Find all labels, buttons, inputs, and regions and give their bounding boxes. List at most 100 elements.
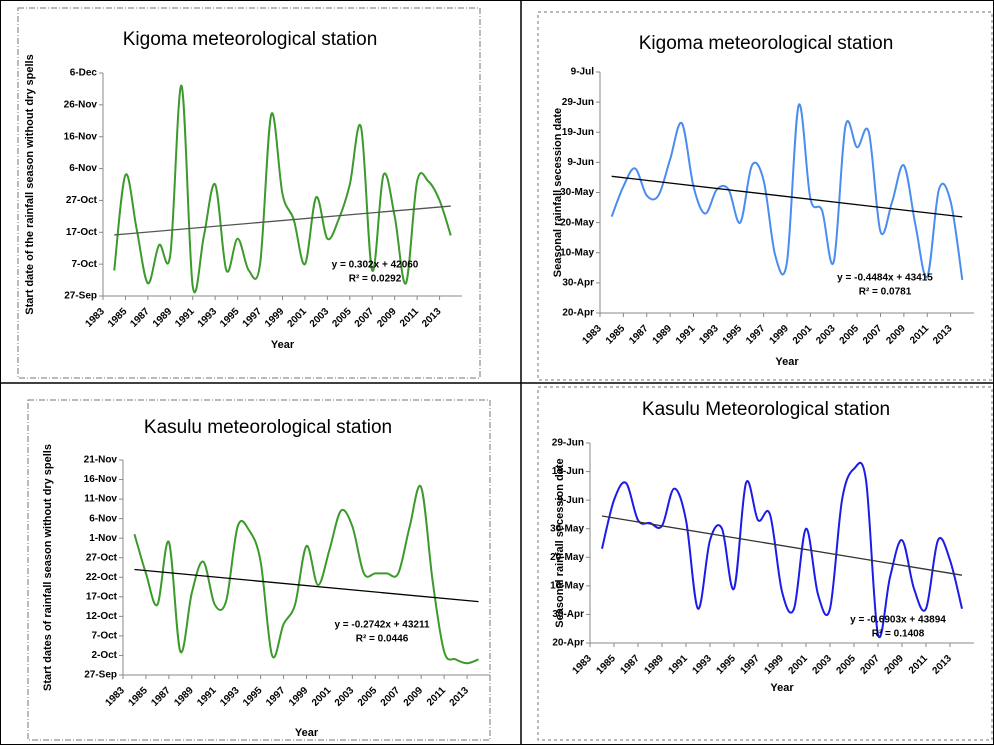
- y-tick-label: 20-Apr: [552, 638, 584, 649]
- trendline: [114, 205, 451, 236]
- x-tick-label: 2001: [786, 653, 810, 677]
- x-tick-label: 1985: [106, 306, 130, 330]
- y-tick-label: 29-Jun: [552, 438, 584, 449]
- y-tick-label: 6-Dec: [70, 68, 98, 79]
- x-axis-label: Year: [770, 682, 794, 694]
- y-tick-label: 30-May: [560, 187, 594, 198]
- trend-annotation: y = -0.6903x + 43894: [850, 615, 946, 626]
- x-tick-label: 2007: [861, 323, 885, 347]
- x-tick-label: 2013: [420, 306, 444, 330]
- y-tick-label: 30-May: [550, 523, 584, 534]
- x-tick-label: 1987: [618, 653, 642, 677]
- x-tick-label: 2009: [375, 306, 399, 330]
- y-tick-label: 17-Oct: [86, 591, 118, 602]
- y-tick-label: 1-Nov: [89, 533, 117, 544]
- y-tick-label: 19-Jun: [552, 466, 584, 477]
- x-tick-label: 2005: [838, 323, 862, 347]
- trend-annotation: y = -0.4484x + 43415: [837, 273, 933, 284]
- x-tick-label: 1987: [149, 685, 173, 709]
- x-tick-label: 1985: [604, 323, 628, 347]
- trendline: [601, 515, 963, 576]
- y-tick-label: 7-Oct: [91, 631, 117, 642]
- y-tick-label: 30-Apr: [552, 609, 584, 620]
- x-tick-label: 2007: [353, 306, 377, 330]
- x-tick-label: 2013: [931, 323, 955, 347]
- chart-title: Kasulu Meteorological station: [642, 399, 890, 420]
- x-tick-label: 2005: [330, 306, 354, 330]
- y-tick-label: 9-Jul: [571, 67, 595, 78]
- x-tick-label: 1999: [263, 306, 287, 330]
- y-tick-label: 19-Jun: [562, 127, 594, 138]
- x-tick-label: 1997: [744, 323, 768, 347]
- data-line: [610, 103, 964, 281]
- x-tick-label: 1997: [738, 653, 762, 677]
- data-line: [113, 84, 452, 294]
- x-tick-label: 2001: [285, 306, 309, 330]
- x-tick-label: 1983: [580, 323, 604, 347]
- x-tick-label: 2011: [425, 685, 448, 708]
- y-tick-label: 26-Nov: [64, 99, 98, 110]
- x-tick-label: 2009: [882, 653, 906, 677]
- x-tick-label: 2011: [908, 323, 931, 346]
- panel-border: [17, 7, 481, 379]
- data-line: [601, 461, 963, 639]
- trend-annotation: y = -0.2742x + 43211: [334, 620, 430, 631]
- x-tick-label: 1989: [172, 685, 196, 709]
- chart-title: Kasulu meteorological station: [144, 417, 392, 438]
- chart-title: Kigoma meteorological station: [123, 29, 378, 50]
- y-axis-label: Seasonal rainfall secession date: [554, 458, 566, 627]
- chart-title: Kigoma meteorological station: [639, 33, 894, 54]
- y-tick-label: 20-Apr: [562, 308, 594, 319]
- x-tick-label: 1995: [714, 653, 738, 677]
- x-tick-label: 2011: [907, 653, 930, 676]
- y-tick-label: 2-Oct: [91, 650, 117, 661]
- y-tick-label: 10-May: [560, 247, 594, 258]
- x-tick-label: 2009: [402, 685, 426, 709]
- x-tick-label: 2007: [379, 685, 403, 709]
- x-tick-label: 1989: [151, 306, 175, 330]
- x-tick-label: 2005: [356, 685, 380, 709]
- y-tick-label: 17-Oct: [66, 227, 98, 238]
- x-tick-label: 1985: [594, 653, 618, 677]
- x-tick-label: 1995: [218, 306, 242, 330]
- trend-annotation: R² = 0.0781: [859, 287, 912, 298]
- y-axis-label: Seasonal rainfall secession date: [552, 108, 564, 277]
- x-tick-label: 2013: [448, 685, 472, 709]
- y-tick-label: 27-Oct: [86, 552, 118, 563]
- x-axis-label: Year: [295, 727, 319, 739]
- trend-annotation: R² = 0.0292: [349, 274, 402, 285]
- y-tick-label: 7-Oct: [71, 259, 97, 270]
- trendline: [134, 568, 479, 603]
- x-tick-label: 2013: [930, 653, 954, 677]
- x-axis-label: Year: [271, 339, 295, 351]
- x-tick-label: 1999: [287, 685, 311, 709]
- x-tick-label: 2007: [858, 653, 882, 677]
- x-tick-label: 1991: [666, 653, 690, 677]
- x-tick-label: 2005: [834, 653, 858, 677]
- x-tick-label: 1989: [651, 323, 675, 347]
- x-tick-label: 1995: [721, 323, 745, 347]
- x-tick-label: 1983: [103, 685, 127, 709]
- y-tick-label: 20-May: [560, 217, 594, 228]
- trend-annotation: R² = 0.1408: [872, 629, 925, 640]
- y-tick-label: 16-Nov: [64, 131, 98, 142]
- y-tick-label: 27-Sep: [84, 670, 117, 681]
- x-tick-label: 2001: [791, 323, 815, 347]
- y-tick-label: 22-Oct: [86, 572, 118, 583]
- x-tick-label: 1993: [690, 653, 714, 677]
- x-tick-label: 2003: [308, 306, 332, 330]
- x-tick-label: 1987: [627, 323, 651, 347]
- y-tick-label: 6-Nov: [69, 163, 97, 174]
- x-tick-label: 1989: [642, 653, 666, 677]
- trend-annotation: R² = 0.0446: [356, 634, 409, 645]
- x-tick-label: 2003: [810, 653, 834, 677]
- y-tick-label: 27-Oct: [66, 195, 98, 206]
- x-tick-label: 1985: [126, 685, 150, 709]
- x-tick-label: 1993: [196, 306, 220, 330]
- x-tick-label: 1999: [762, 653, 786, 677]
- y-tick-label: 27-Sep: [64, 291, 97, 302]
- x-tick-label: 1997: [264, 685, 288, 709]
